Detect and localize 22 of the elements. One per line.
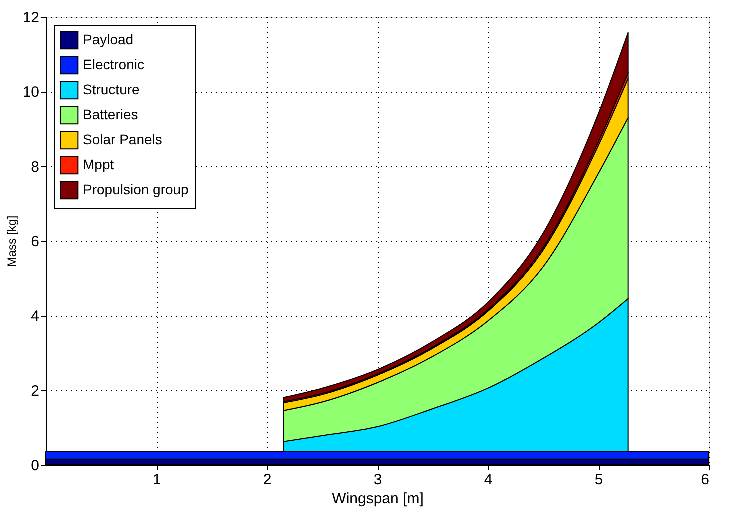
y-axis-title: Mass [kg] (4, 216, 19, 268)
legend-label: Electronic (83, 56, 144, 72)
legend-label: Mppt (83, 156, 114, 172)
y-tick-label: 10 (22, 84, 40, 102)
x-tick-label: 1 (152, 472, 162, 488)
legend-label: Batteries (83, 106, 138, 122)
legend-label: Solar Panels (83, 132, 162, 148)
x-tick-label: 4 (484, 472, 493, 488)
x-tick-label: 2 (263, 472, 272, 488)
x-tick-label: 3 (374, 472, 382, 488)
legend-label: Propulsion group (83, 182, 190, 198)
x-tick-label: 6 (701, 472, 710, 488)
y-tick-label: 2 (31, 382, 40, 400)
legend-label: Payload (83, 32, 134, 48)
y-tick-label: 12 (22, 10, 40, 26)
y-tick-label: 4 (31, 308, 40, 326)
y-tick-label: 0 (31, 458, 40, 474)
y-tick-label: 8 (31, 158, 40, 176)
x-tick-label: 5 (594, 472, 604, 488)
y-tick-label: 6 (31, 234, 40, 250)
x-axis-title: Wingspan [m] (332, 490, 424, 508)
legend-label: Structure (83, 82, 140, 98)
